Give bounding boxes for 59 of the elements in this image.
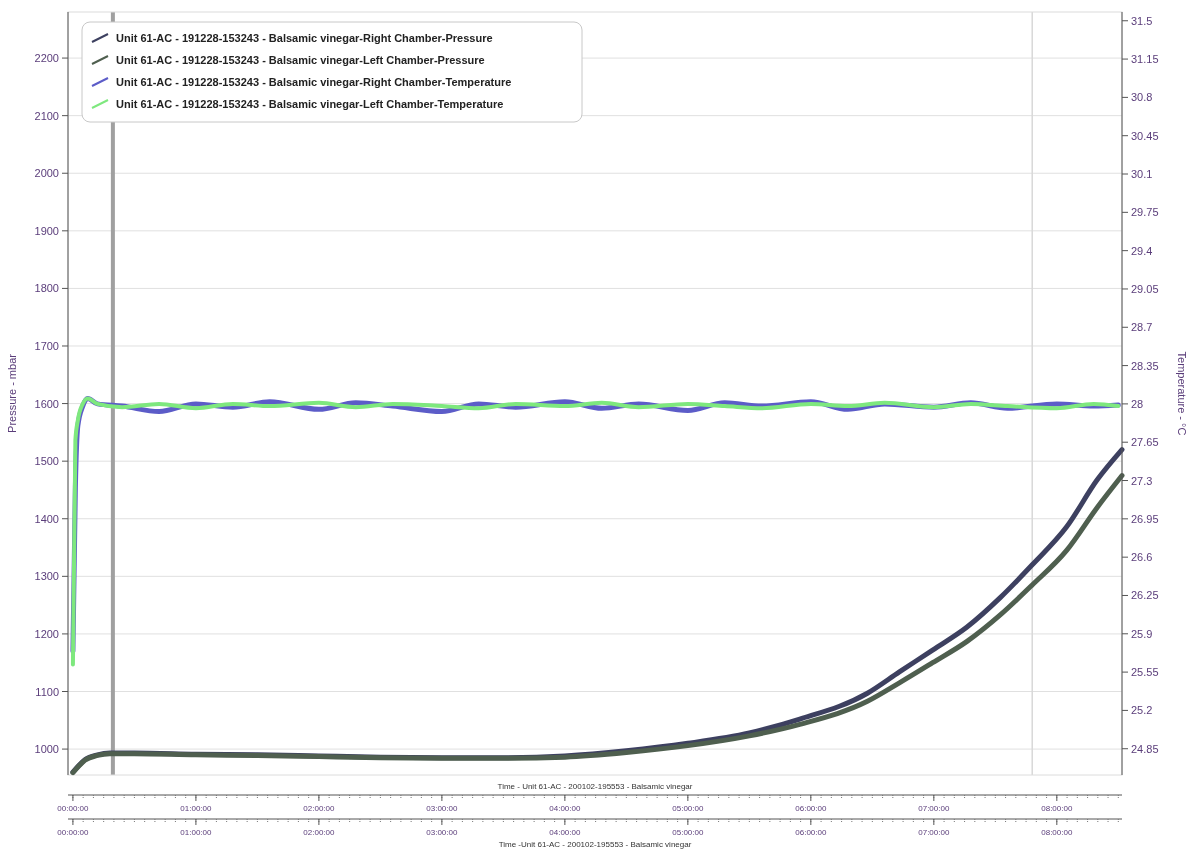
y-tick-label: 1100 [35,685,59,698]
x2-tick-label: 04:00:00 [549,828,581,837]
x2-tick-label: 06:00:00 [795,828,827,837]
x2-tick-label: 02:00:00 [303,828,336,837]
y2-tick-label: 29.4 [1131,244,1153,257]
x2-axis-title: Time -Unit 61-AC - 200102-195553 - Balsamic vinegar [498,840,692,849]
y-tick-label: 1200 [34,627,59,640]
y2-tick-label: 25.55 [1131,666,1159,679]
y2-tick-label: 29.05 [1131,282,1159,295]
x2-tick-label: 07:00:00 [918,828,950,837]
y2-tick-label: 30.1 [1131,168,1153,181]
x-tick-label: 00:00:00 [57,804,90,813]
y-tick-label: 2100 [34,109,59,122]
y2-tick-label: 28.35 [1131,359,1159,372]
x-tick-label: 03:00:00 [426,804,458,813]
x2-tick-label: 01:00:00 [180,828,213,837]
y-axis-title: Pressure - mbar [6,353,18,433]
y2-tick-label: 27.3 [1131,474,1153,487]
y-tick-label: 1500 [34,455,59,468]
x-tick-label: 08:00:00 [1041,804,1073,813]
y-tick-label: 1700 [34,339,59,352]
y-tick-label: 2200 [34,52,59,65]
x2-tick-label: 00:00:00 [57,828,90,837]
y2-tick-label: 30.45 [1131,129,1159,142]
y-tick-label: 1600 [34,397,59,410]
y-tick-label: 2000 [34,167,59,180]
legend-label: Unit 61-AC - 191228-153243 - Balsamic vinegar-Left Chamber-Pressure [116,54,485,66]
y2-tick-label: 30.8 [1131,91,1153,104]
x2-tick-label: 05:00:00 [672,828,704,837]
y2-tick-label: 26.6 [1131,551,1153,564]
x-tick-label: 06:00:00 [795,804,827,813]
y2-tick-label: 28.7 [1131,321,1153,334]
x-tick-label: 07:00:00 [918,804,950,813]
y2-tick-label: 28 [1131,397,1144,410]
y-tick-label: 1900 [34,224,59,237]
y-tick-label: 1400 [34,512,59,525]
y2-tick-label: 31.15 [1131,53,1159,66]
y-tick-label: 1300 [34,570,59,583]
y2-axis-title: Temperature - °C [1176,351,1188,436]
y-tick-label: 1800 [34,282,59,295]
x2-tick-label: 03:00:00 [426,828,458,837]
y2-tick-label: 26.25 [1131,589,1159,602]
x2-tick-label: 08:00:00 [1041,828,1073,837]
x-tick-label: 01:00:00 [180,804,213,813]
y2-tick-label: 25.9 [1131,627,1153,640]
x-tick-label: 02:00:00 [303,804,336,813]
x-tick-label: 05:00:00 [672,804,704,813]
x-tick-label: 04:00:00 [549,804,581,813]
y2-tick-label: 25.2 [1131,704,1153,717]
legend-label: Unit 61-AC - 191228-153243 - Balsamic vinegar-Right Chamber-Pressure [116,32,493,44]
x-axis-title: Time - Unit 61-AC - 200102-195553 - Balsamic vinegar [497,782,693,791]
y2-tick-label: 24.85 [1131,742,1159,755]
legend-label: Unit 61-AC - 191228-153243 - Balsamic vinegar-Left Chamber-Temperature [116,98,504,110]
y-tick-label: 1000 [34,743,59,756]
legend-label: Unit 61-AC - 191228-153243 - Balsamic vinegar-Right Chamber-Temperature [116,76,512,88]
y2-tick-label: 31.5 [1131,14,1153,27]
y2-tick-label: 29.75 [1131,206,1159,219]
y2-tick-label: 26.95 [1131,512,1159,525]
y2-tick-label: 27.65 [1131,436,1159,449]
